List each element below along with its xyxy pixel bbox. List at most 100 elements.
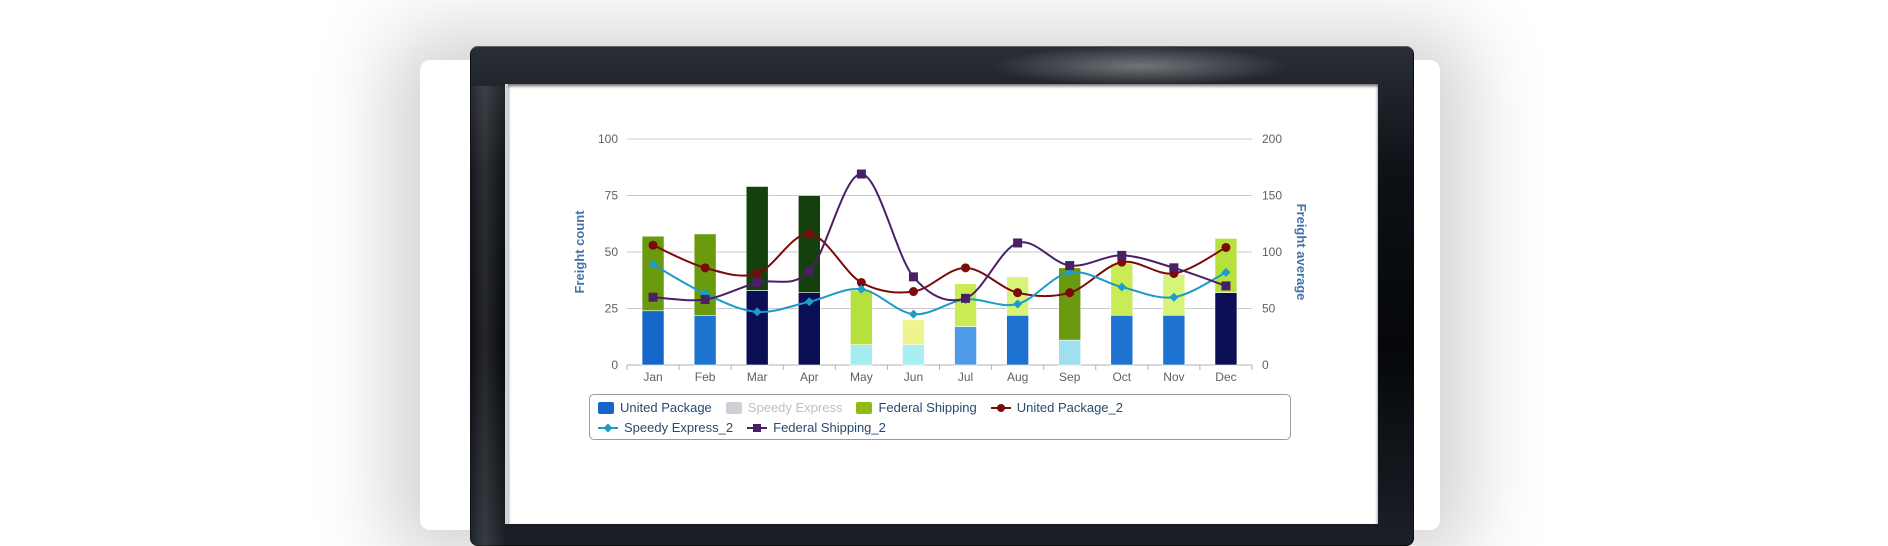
bar-federal-shipping bbox=[954, 283, 977, 327]
point-united-package_2 bbox=[700, 263, 710, 273]
point-federal-shipping_2 bbox=[1013, 238, 1023, 248]
legend-item[interactable]: United Package_2 bbox=[990, 399, 1123, 417]
point-united-package_2 bbox=[961, 263, 971, 273]
x-tick-label: Oct bbox=[1112, 370, 1131, 384]
point-speedy-express_2 bbox=[1221, 267, 1231, 277]
y-left-tick-label: 100 bbox=[598, 132, 618, 146]
point-united-package_2 bbox=[856, 278, 866, 288]
y-left-tick-label: 25 bbox=[605, 302, 619, 316]
bar-united-package bbox=[1214, 292, 1238, 366]
x-tick-label: Sep bbox=[1059, 370, 1081, 384]
x-tick-label: Nov bbox=[1163, 370, 1184, 384]
legend-line-marker bbox=[747, 422, 768, 434]
bar-federal-shipping bbox=[1058, 267, 1082, 341]
point-united-package_2 bbox=[1013, 288, 1023, 298]
bar-speedy-express bbox=[1058, 339, 1082, 366]
point-united-package_2 bbox=[648, 240, 658, 250]
x-tick-label: Jun bbox=[904, 370, 923, 384]
bar-federal-shipping bbox=[693, 233, 717, 316]
bar-speedy-express bbox=[902, 344, 925, 366]
x-tick-label: Feb bbox=[695, 370, 716, 384]
line-federal-shipping_2 bbox=[652, 173, 1227, 302]
bar-federal-shipping bbox=[745, 186, 769, 291]
legend-label: Speedy Express bbox=[747, 400, 843, 415]
bar-federal-shipping bbox=[850, 290, 873, 345]
legend-swatch bbox=[598, 402, 614, 414]
x-tick-label: Dec bbox=[1215, 370, 1236, 384]
legend-item[interactable]: United Package bbox=[598, 399, 712, 417]
legend-item[interactable]: Federal Shipping bbox=[856, 399, 977, 417]
combo-chart: 0 25 50 75 100 0 50 100 150 200 Freight count Freig… bbox=[572, 132, 1309, 384]
legend-item[interactable]: Speedy Express_2 bbox=[598, 419, 733, 437]
bar-speedy-express bbox=[850, 344, 873, 366]
point-speedy-express_2 bbox=[1169, 292, 1179, 302]
point-united-package_2 bbox=[752, 268, 762, 278]
legend-line-marker bbox=[598, 422, 618, 434]
bar-federal-shipping bbox=[797, 195, 821, 293]
x-tick-label: Jul bbox=[958, 370, 973, 384]
point-federal-shipping_2 bbox=[700, 294, 710, 304]
x-tick-label: Aug bbox=[1007, 370, 1028, 384]
legend-label: United Package bbox=[620, 400, 712, 415]
legend-label: Federal Shipping bbox=[878, 400, 977, 415]
point-federal-shipping_2 bbox=[961, 293, 971, 303]
point-federal-shipping_2 bbox=[908, 272, 918, 282]
line-united-package_2 bbox=[652, 232, 1227, 298]
point-federal-shipping_2 bbox=[648, 292, 658, 302]
bar-federal-shipping bbox=[641, 235, 665, 312]
point-speedy-express_2 bbox=[1013, 299, 1023, 309]
y-right-tick-label: 0 bbox=[1262, 358, 1269, 372]
legend-label: Speedy Express_2 bbox=[624, 420, 734, 435]
y-right-tick-label: 50 bbox=[1262, 302, 1276, 316]
bar-united-package bbox=[641, 310, 665, 366]
chart-grid bbox=[627, 138, 1252, 366]
x-tick-label: Apr bbox=[800, 370, 819, 384]
y-right-axis-title: Freight average bbox=[1294, 204, 1309, 301]
legend-item[interactable]: Speedy Express bbox=[725, 399, 843, 417]
legend-line-marker bbox=[990, 402, 1011, 414]
point-united-package_2 bbox=[1221, 242, 1231, 252]
bar-federal-shipping bbox=[902, 319, 925, 345]
point-speedy-express_2 bbox=[1117, 282, 1127, 292]
legend-swatch bbox=[725, 402, 742, 414]
point-speedy-express_2 bbox=[1065, 267, 1075, 277]
bar-united-package bbox=[693, 314, 717, 366]
y-right-tick-label: 150 bbox=[1262, 189, 1282, 203]
point-united-package_2 bbox=[1117, 257, 1127, 267]
y-left-tick-label: 50 bbox=[605, 245, 619, 259]
legend-swatch bbox=[856, 402, 873, 414]
point-federal-shipping_2 bbox=[1221, 281, 1231, 291]
point-united-package_2 bbox=[908, 287, 918, 297]
point-speedy-express_2 bbox=[648, 259, 658, 269]
point-federal-shipping_2 bbox=[804, 266, 814, 276]
chart-bars bbox=[641, 186, 1238, 366]
point-speedy-express_2 bbox=[908, 309, 918, 319]
x-tick-label: May bbox=[850, 370, 873, 384]
x-tick-label: Jan bbox=[643, 370, 662, 384]
bar-united-package bbox=[1110, 314, 1134, 366]
legend-item[interactable]: Federal Shipping_2 bbox=[747, 419, 886, 437]
bar-united-package bbox=[954, 326, 977, 366]
point-speedy-express_2 bbox=[804, 297, 814, 307]
bar-united-package bbox=[1006, 314, 1029, 366]
bar-united-package bbox=[1162, 314, 1186, 366]
point-federal-shipping_2 bbox=[752, 278, 762, 288]
legend-label: United Package_2 bbox=[1016, 400, 1123, 415]
y-left-axis-title: Freight count bbox=[572, 210, 587, 294]
point-federal-shipping_2 bbox=[1169, 263, 1179, 273]
bar-united-package bbox=[745, 290, 769, 366]
legend-label: Federal Shipping_2 bbox=[773, 420, 886, 435]
point-speedy-express_2 bbox=[752, 307, 762, 317]
point-united-package_2 bbox=[1065, 288, 1075, 298]
point-federal-shipping_2 bbox=[856, 169, 866, 179]
y-left-tick-label: 0 bbox=[611, 358, 618, 372]
point-federal-shipping_2 bbox=[1065, 261, 1075, 271]
chart-axes: 0 25 50 75 100 0 50 100 150 200 Freight count Freig… bbox=[572, 132, 1309, 384]
chart-lines bbox=[648, 169, 1231, 319]
point-speedy-express_2 bbox=[856, 284, 866, 294]
y-right-tick-label: 100 bbox=[1262, 245, 1282, 259]
bar-federal-shipping bbox=[1214, 238, 1238, 293]
point-united-package_2 bbox=[804, 229, 814, 239]
point-federal-shipping_2 bbox=[1117, 250, 1127, 260]
y-right-tick-label: 200 bbox=[1262, 132, 1282, 146]
